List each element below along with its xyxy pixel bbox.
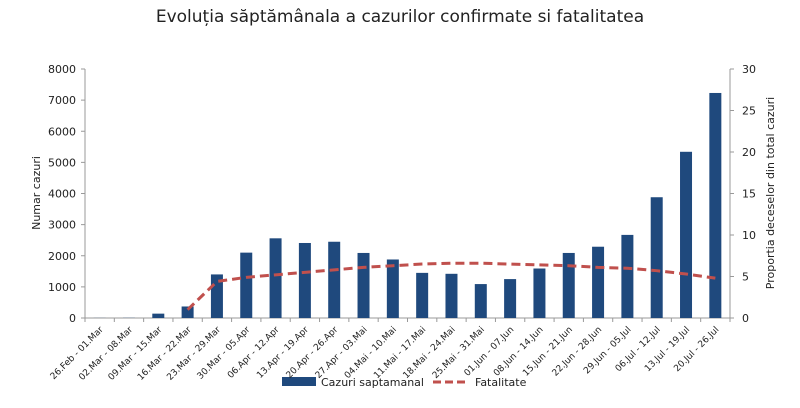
y-tick-label: 0 [69,312,76,325]
bar-7 [299,243,311,318]
bar-8 [328,242,340,318]
x-tick-label: 23.Mar - 29.Mar [165,325,223,383]
y2-tick-label: 0 [742,312,749,325]
legend-label-fatality: Fatalitate [475,376,527,389]
x-tick-label: 16.Mar - 22.Mar [136,325,194,383]
bar-16 [563,253,575,318]
y2-tick-label: 30 [742,63,756,76]
bar-17 [592,247,604,318]
x-tick-label: 27.Apr - 03.Mai [314,325,370,381]
bar-5 [240,253,252,318]
bar-9 [358,253,370,318]
y2-tick-label: 25 [742,105,756,118]
x-tick-label: 26.Feb - 01.Mar [49,325,106,382]
x-tick-label: 06.Apr - 12.Apr [226,325,282,381]
y-tick-label: 2000 [48,250,76,263]
bar-20 [680,152,692,318]
bar-10 [387,259,399,318]
bar-11 [416,273,428,318]
x-tick-label: 18.Mai - 24.Mai [402,325,458,381]
bar-21 [709,93,721,318]
bar-15 [533,269,545,318]
x-tick-label: 25.Mai - 31.Mai [431,325,487,381]
x-tick-label: 11.Mai - 17.Mai [372,325,428,381]
bar-2 [152,314,164,318]
x-tick-label: 09.Mar - 15.Mar [107,325,165,383]
chart-title: Evoluția săptămânala a cazurilor confirm… [156,7,644,27]
y2-tick-label: 5 [742,271,749,284]
y-tick-label: 7000 [48,94,76,107]
bar-13 [475,284,487,318]
y2-tick-label: 10 [742,229,756,242]
y-tick-label: 3000 [48,219,76,232]
x-tick-label: 04.Mai - 10.Mai [343,325,399,381]
y-tick-label: 4000 [48,188,76,201]
x-tick-label: 13.Apr - 19.Apr [255,325,311,381]
x-tick-label: 02.Mar - 08.Mar [77,325,135,383]
y2-tick-label: 15 [742,188,756,201]
bar-19 [651,197,663,318]
y-tick-label: 1000 [48,281,76,294]
y2-tick-label: 20 [742,146,756,159]
bar-12 [445,274,457,318]
x-tick-label: 30.Mar - 05.Apr [196,325,253,382]
y-tick-label: 5000 [48,156,76,169]
y-tick-label: 8000 [48,63,76,76]
bar-6 [270,238,282,318]
y-tick-label: 6000 [48,125,76,138]
y2-axis-label: Proportia deceselor din total cazuri [764,97,777,289]
legend-swatch-bar [282,377,316,386]
bar-18 [621,235,633,318]
bar-14 [504,279,516,318]
y-axis-label: Numar cazuri [30,156,43,230]
x-tick-label: 20.Apr - 26.Apr [285,325,341,381]
